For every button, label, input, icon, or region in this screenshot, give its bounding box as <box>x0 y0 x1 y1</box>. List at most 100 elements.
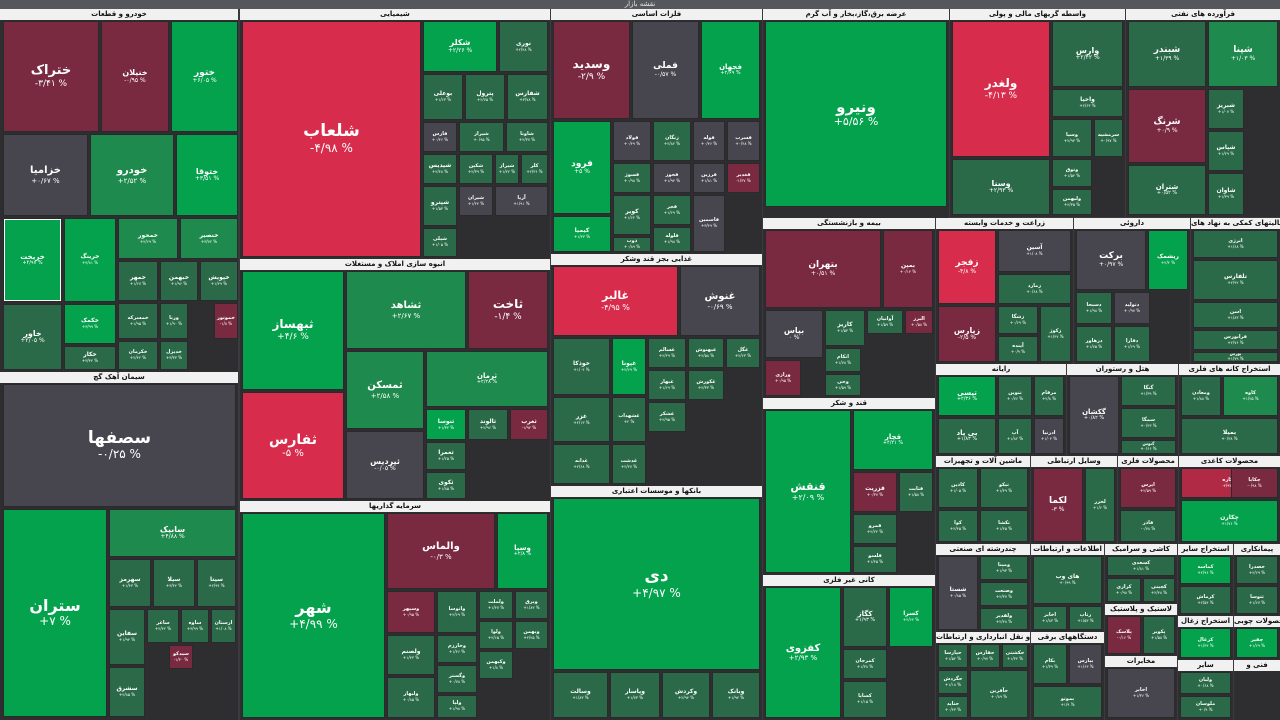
stock-tile[interactable]: کمرجان +۱/۳۸ % <box>843 649 887 679</box>
stock-tile[interactable]: زنگان +۲/۸۲ % <box>653 121 691 161</box>
stock-tile[interactable]: ولغدر -۴/۱۳ % <box>952 21 1050 157</box>
stock-tile[interactable]: ولملت +۱/۴۷ % <box>479 591 513 619</box>
stock-tile[interactable]: شیراز +۱/۴۲ % <box>495 154 519 184</box>
stock-tile[interactable]: دی +۴/۹۷ % <box>553 498 760 670</box>
stock-tile[interactable]: قثابت +۱/۵۸ % <box>899 472 933 512</box>
sector-title[interactable]: لاستیک و پلاستیک <box>1105 604 1177 615</box>
stock-tile[interactable]: وصنعت +۲/۳۷ % <box>980 582 1028 606</box>
sector-title[interactable]: وسایل ارتباطی <box>1031 456 1117 467</box>
stock-tile[interactable]: خموتور -۱/۸ % <box>214 303 238 339</box>
stock-tile[interactable]: شفارس +۳/۷۸ % <box>507 74 548 120</box>
stock-tile[interactable]: زیارس -۲/۵ % <box>938 306 996 362</box>
stock-tile[interactable]: ثنوسا +۱/۳۴ % <box>426 409 466 440</box>
stock-tile[interactable]: زفجر -۴/۸ % <box>938 230 996 304</box>
stock-tile[interactable]: ارستان +۱/۰۸ % <box>211 609 236 643</box>
stock-tile[interactable]: فخوز +۱/۹۴ % <box>653 163 691 193</box>
stock-tile[interactable]: چکارن +۱/۷۶ % <box>1181 500 1278 542</box>
stock-tile[interactable]: خبهمن +۱/۹۶ % <box>160 261 198 301</box>
stock-tile[interactable]: وسپهر +۰/۹۵ % <box>387 591 435 633</box>
stock-tile[interactable]: خرینگ +۴/۸۱ % <box>64 218 116 302</box>
stock-tile[interactable]: فجر +۱/۶۹ % <box>653 195 691 225</box>
stock-tile[interactable]: حپارسا +۱/۵۲ % <box>938 644 968 668</box>
stock-tile[interactable]: کلر +۲/۳۶ % <box>521 154 548 184</box>
stock-tile[interactable]: تیسی +۲/۳۶ % <box>938 376 996 416</box>
stock-tile[interactable]: وارس +۲/۴۲ % <box>1052 21 1123 87</box>
stock-tile[interactable]: ورنا +۱/۹۰ % <box>160 303 188 339</box>
stock-tile[interactable]: خوذکا +۱/۰۴ % <box>553 338 610 395</box>
stock-tile[interactable]: پترول +۲/۷۵ % <box>465 74 505 120</box>
sector-title[interactable]: خودرو و قطعات <box>0 9 238 20</box>
sector-title[interactable]: کانی غیر فلزی <box>763 575 935 586</box>
stock-tile[interactable]: غنوش -۰/۶۹ % <box>680 266 760 336</box>
stock-tile[interactable]: شیدیس +۲/۴۸ % <box>423 154 457 184</box>
stock-tile[interactable]: بورس +۱/۷۹ % <box>1193 352 1278 362</box>
stock-tile[interactable]: واحیا +۲/۶۳ % <box>1052 89 1123 117</box>
stock-tile[interactable]: ولوا +۲/۶۵ % <box>479 621 513 649</box>
stock-tile[interactable]: خمهر +۱/۶۷ % <box>118 261 158 301</box>
stock-tile[interactable]: غدشت +۲/۲۷ % <box>612 444 646 484</box>
sector-title[interactable]: واسطه گریهای مالی و پولی <box>950 9 1125 20</box>
sector-title[interactable]: سایر <box>1178 660 1233 671</box>
stock-tile[interactable]: شکلر +۲/۲۶ % <box>423 21 497 72</box>
stock-tile[interactable]: آپ +۱/۸۲ % <box>998 418 1032 454</box>
stock-tile[interactable]: شپاس +۱/۲۹ % <box>1208 131 1244 171</box>
stock-tile[interactable]: گتوس +۰/۶۶ % <box>1121 440 1176 454</box>
stock-tile[interactable]: اخابر +۱/۳۶ % <box>1107 668 1175 718</box>
stock-tile[interactable]: خمحور +۲/۶۹ % <box>118 218 178 259</box>
stock-tile[interactable]: غزر +۲/۱۳ % <box>553 397 610 442</box>
stock-tile[interactable]: ختوقا +۳/۵۱ % <box>176 134 238 216</box>
sector-title[interactable]: انبوه سازی املاک و مستغلات <box>240 259 550 270</box>
sector-title[interactable]: چندرشته ای صنعتی <box>936 544 1030 555</box>
stock-tile[interactable]: بی پاد +۱/۸۳ % <box>938 418 996 454</box>
stock-tile[interactable]: حفارس +۰/۹۷ % <box>970 644 1000 668</box>
stock-tile[interactable]: تنوین +۰/۷۶ % <box>998 376 1032 416</box>
stock-tile[interactable]: تکشا +۱/۴۵ % <box>980 510 1028 542</box>
stock-tile[interactable]: کیمیا +۱/۴۳ % <box>553 216 611 252</box>
sector-title[interactable]: بیمه و بازنشستگی <box>763 218 935 229</box>
sector-title[interactable]: شیمیایی <box>240 9 550 20</box>
stock-tile[interactable]: پلاسک -۰/۱۶ % <box>1107 616 1141 654</box>
stock-tile[interactable]: خکرمان +۲/۴۲ % <box>118 341 158 370</box>
stock-tile[interactable]: وبرق +۱/۸۳ % <box>515 591 548 619</box>
stock-tile[interactable]: خدیزل +۳/۳۳ % <box>160 341 188 370</box>
stock-tile[interactable]: ثتوسا +۱/۶۷ % <box>1236 586 1278 614</box>
stock-tile[interactable]: ولپا +۱/۹۸ % <box>437 695 477 718</box>
stock-tile[interactable]: کوا +۲/۴۵ % <box>938 510 978 542</box>
stock-tile[interactable]: سابیک +۴/۸۸ % <box>109 509 236 557</box>
stock-tile[interactable]: وگستر +۰/۷۸ % <box>437 665 477 693</box>
stock-tile[interactable]: حگردش +۱/۱۸ % <box>938 670 968 694</box>
stock-tile[interactable]: غسالم +۲/۲۹ % <box>648 338 686 368</box>
stock-tile[interactable]: تلفارس +۲/۹۲ % <box>1193 260 1278 300</box>
stock-tile[interactable]: آریا +۱/۹۱ % <box>495 186 548 216</box>
stock-tile[interactable]: کچینی +۲/۴۸ % <box>1143 578 1175 602</box>
stock-tile[interactable]: گکشان +۰/۸۲ % <box>1069 376 1119 454</box>
stock-tile[interactable]: ونیرو +۵/۵۶ % <box>765 21 947 207</box>
stock-tile[interactable]: رتاپ +۱/۵۳ % <box>1069 606 1102 630</box>
stock-tile[interactable]: شپنا +۱/۰۳ % <box>1208 21 1278 87</box>
stock-tile[interactable]: خپویش +۱/۴۹ % <box>200 261 238 301</box>
stock-tile[interactable]: کساپا +۱/۱۵ % <box>843 681 887 718</box>
stock-tile[interactable]: ثکوی +۱/۸۵ % <box>426 472 466 499</box>
stock-tile[interactable]: خودرو +۲/۵۲ % <box>90 134 174 216</box>
stock-tile[interactable]: غبهنوش +۲/۵۸ % <box>688 338 724 368</box>
sector-title[interactable]: سیمان آهک گچ <box>0 372 238 383</box>
stock-tile[interactable]: حکشتی +۱/۳۴ % <box>1002 644 1028 668</box>
stock-tile[interactable]: قلسو +۱/۴۵ % <box>853 546 897 573</box>
sector-title[interactable]: محصولات کاغذی <box>1179 456 1280 467</box>
stock-tile[interactable]: فسرب +۰/۴۸ % <box>727 121 760 161</box>
stock-tile[interactable]: بکام +۱/۳۹ % <box>1033 644 1067 684</box>
stock-tile[interactable]: وکردش +۲/۹۴ % <box>662 672 710 718</box>
stock-tile[interactable]: ورازی +۰/۹۵ % <box>765 360 801 396</box>
stock-tile[interactable]: ثفارس -۵ % <box>242 392 344 499</box>
stock-tile[interactable]: کگاز +۱/۹۳ % <box>843 587 887 647</box>
sector-title[interactable]: عرضه برق،گاز،بخار و آب گرم <box>763 9 949 20</box>
stock-tile[interactable]: فوله +۰/۴۶ % <box>693 121 725 161</box>
sector-title[interactable]: بانکها و موسسات اعتباری <box>551 486 762 497</box>
stock-tile[interactable]: خنصیر +۳/۷۲ % <box>180 218 238 259</box>
stock-tile[interactable]: ثرمان +۲/۲۸ % <box>426 351 548 407</box>
stock-tile[interactable]: گنگا +۱/۳۹ % <box>1121 376 1176 406</box>
stock-tile[interactable]: ولبهار +۰/۸۵ % <box>387 677 435 718</box>
sector-title[interactable]: استخراج زغال <box>1178 616 1233 627</box>
stock-tile[interactable]: قچار +۴/۲۱ % <box>853 410 933 470</box>
stock-tile[interactable]: فسوژ +۰/۹۸ % <box>613 163 651 193</box>
